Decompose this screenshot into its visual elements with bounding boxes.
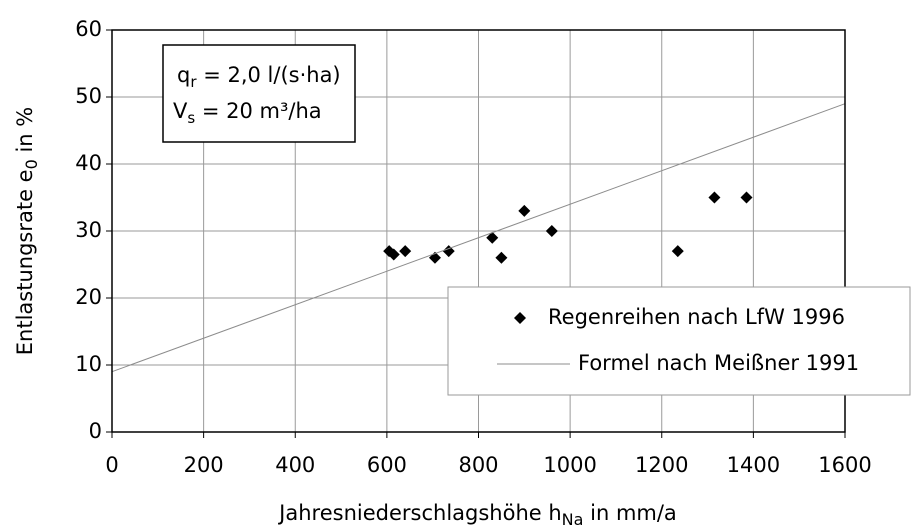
- data-point: [518, 204, 531, 217]
- annotation: qr = 2,0 l/(s·ha): [177, 63, 341, 91]
- x-tick-label: 600: [367, 453, 407, 477]
- marks: [111, 103, 846, 373]
- annotation: Vs = 20 m³/ha: [173, 99, 322, 127]
- legend-label: Regenreihen nach LfW 1996: [548, 305, 845, 329]
- x-tick-label: 400: [275, 453, 315, 477]
- legend: Regenreihen nach LfW 1996 Formel nach Mei…: [447, 286, 911, 396]
- x-tick-label: 1600: [818, 453, 871, 477]
- data-point: [399, 245, 412, 258]
- x-tick-label: 1000: [543, 453, 596, 477]
- legend-box: [447, 286, 911, 396]
- data-point: [486, 231, 499, 244]
- data-point: [545, 225, 558, 237]
- data-point: [740, 191, 753, 204]
- plot-frame: [111, 29, 846, 433]
- y-tick-label: 40: [75, 151, 102, 175]
- data-point: [708, 191, 721, 204]
- y-axis-label: Entlastungsrate e0 in %: [13, 107, 41, 355]
- y-tick-label: 50: [75, 84, 102, 108]
- x-axis-label: Jahresniederschlagshöhe hNa in mm/a: [277, 501, 677, 529]
- data-point: [387, 248, 400, 261]
- y-tick-label: 30: [75, 218, 102, 242]
- legend-swatch: [514, 312, 526, 324]
- data-point: [495, 251, 508, 264]
- data-point: [442, 245, 455, 258]
- y-tick-label: 60: [75, 17, 102, 41]
- y-tick-label: 0: [89, 419, 102, 443]
- x-tick-label: 800: [458, 453, 498, 477]
- y-tick-label: 20: [75, 285, 102, 309]
- x-tick-label: 1200: [635, 453, 688, 477]
- x-tick-label: 200: [184, 453, 224, 477]
- line: [111, 103, 846, 373]
- data-point: [671, 245, 684, 258]
- y-tick-label: 10: [75, 352, 102, 376]
- legend-label: Formel nach Meißner 1991: [578, 351, 859, 375]
- x-tick-label: 0: [105, 453, 118, 477]
- x-tick-label: 1400: [727, 453, 780, 477]
- annotation-box: [162, 44, 356, 143]
